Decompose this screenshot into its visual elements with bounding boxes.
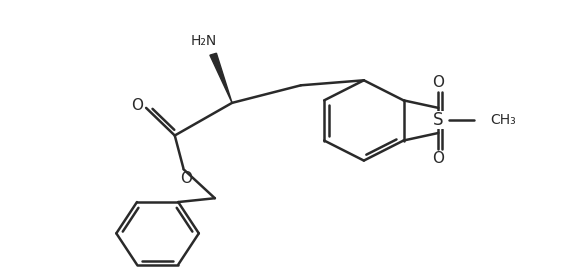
Polygon shape [210,53,232,103]
Text: S: S [433,112,444,129]
Text: O: O [180,171,192,186]
Text: CH₃: CH₃ [490,113,516,128]
Text: O: O [433,75,444,90]
Text: O: O [433,151,444,166]
Text: H₂N: H₂N [190,34,217,48]
Text: O: O [132,98,143,113]
